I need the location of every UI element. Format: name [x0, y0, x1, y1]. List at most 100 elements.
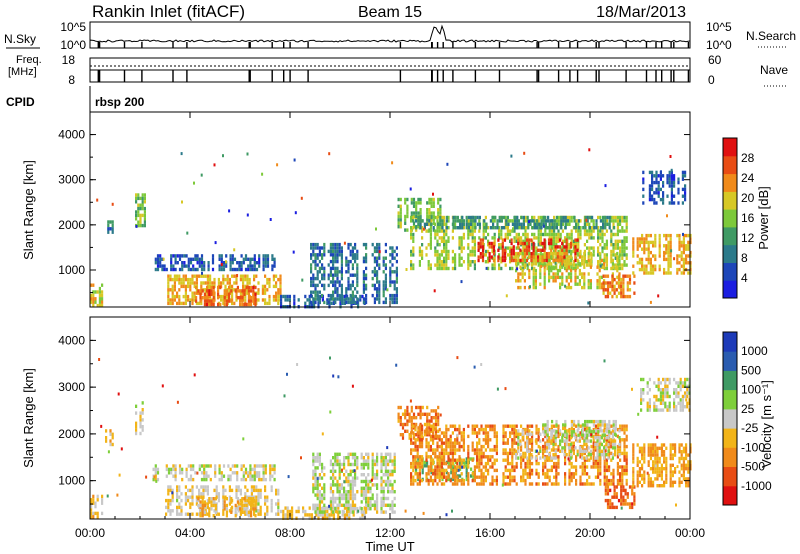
velocity-cell [493, 431, 496, 435]
power-cell [473, 239, 476, 243]
power-cell [415, 208, 418, 212]
velocity-cell [480, 451, 483, 456]
power-cell [602, 291, 605, 295]
power-cell [199, 292, 202, 296]
power-cell [602, 222, 605, 226]
power-cell [246, 291, 249, 295]
power-cell [587, 255, 590, 259]
velocity-cell [440, 448, 443, 452]
power-cell [354, 242, 357, 247]
power-cell [222, 277, 225, 282]
velocity-cell [341, 513, 344, 517]
power-cell [351, 300, 354, 305]
power-cell [515, 262, 518, 266]
velocity-cell [495, 458, 498, 462]
power-cell [395, 253, 398, 257]
velocity-cell [440, 444, 443, 449]
power-cell [429, 239, 432, 243]
power-cell [521, 262, 524, 266]
power-cell [247, 285, 250, 290]
power-cell [669, 271, 672, 275]
velocity-cell [495, 448, 498, 452]
freq-right-tick-high: 60 [708, 53, 722, 67]
velocity-cell [176, 495, 179, 499]
power-cell [681, 170, 684, 175]
power-cell [559, 263, 562, 267]
power-cell [429, 263, 432, 267]
power-cell [543, 285, 546, 290]
power-cell [677, 180, 680, 185]
power-cell [509, 253, 512, 257]
power-cell [96, 290, 99, 294]
power-cell [590, 256, 593, 260]
power-cell [345, 259, 348, 264]
velocity-cell [438, 465, 441, 469]
velocity-cell [321, 493, 324, 497]
power-cell [460, 280, 463, 284]
power-cell [321, 298, 324, 302]
power-cell [676, 254, 679, 258]
power-cell [371, 293, 374, 298]
power-cell [609, 291, 612, 295]
power-cell [220, 298, 223, 302]
velocity-cell [387, 503, 390, 507]
power-cell [180, 277, 183, 282]
power-cell [632, 244, 635, 248]
velocity-cell [416, 482, 419, 486]
velocity-cell [432, 409, 435, 413]
velocity-cell [504, 448, 507, 452]
velocity-cell [436, 458, 439, 462]
power-cell [577, 243, 580, 247]
velocity-cell [478, 448, 481, 452]
power-cell [532, 268, 535, 273]
power-cell [524, 226, 527, 230]
power-cell [687, 271, 690, 275]
power-cell [603, 258, 606, 263]
power-cell [652, 240, 655, 245]
power-cell [382, 290, 385, 294]
power-cell [222, 267, 226, 272]
velocity-cell [393, 503, 396, 507]
power-cell [233, 248, 236, 252]
power-cell [167, 277, 170, 282]
power-cell [601, 246, 604, 250]
power-cell [666, 174, 669, 178]
velocity-cell [365, 486, 368, 490]
power-cell [430, 222, 433, 226]
power-cell [279, 281, 282, 285]
power-cell [111, 227, 114, 231]
power-cell [365, 253, 368, 257]
velocity-cell [244, 498, 247, 503]
power-cell [603, 246, 606, 250]
power-cell [330, 301, 333, 305]
nsky-label: N.Sky [4, 32, 36, 46]
power-cell [579, 226, 582, 230]
velocity-cell [487, 441, 490, 445]
power-cell [109, 220, 112, 224]
power-cell [517, 238, 520, 242]
power-cell [684, 187, 687, 192]
power-cell [589, 251, 592, 256]
velocity-cell [362, 479, 365, 484]
power-cell [543, 258, 546, 263]
velocity-cell [257, 512, 260, 516]
velocity-cell [535, 458, 538, 462]
velocity-cell [478, 427, 481, 432]
power-cell [266, 281, 269, 285]
velocity-cell [482, 444, 485, 449]
power-cell [500, 266, 503, 271]
power-cell [517, 226, 520, 230]
power-cell [373, 270, 376, 274]
velocity-cell [206, 505, 209, 510]
power-cell [376, 276, 379, 281]
power-cell [610, 215, 613, 220]
power-cell [516, 219, 519, 223]
velocity-cell [447, 451, 450, 456]
power-cell [247, 289, 250, 293]
power-cell [137, 210, 140, 214]
power-cell [602, 215, 605, 220]
power-cell [668, 180, 671, 185]
power-cell [550, 265, 553, 269]
velocity-cell [382, 473, 385, 477]
power-cell [524, 232, 527, 237]
